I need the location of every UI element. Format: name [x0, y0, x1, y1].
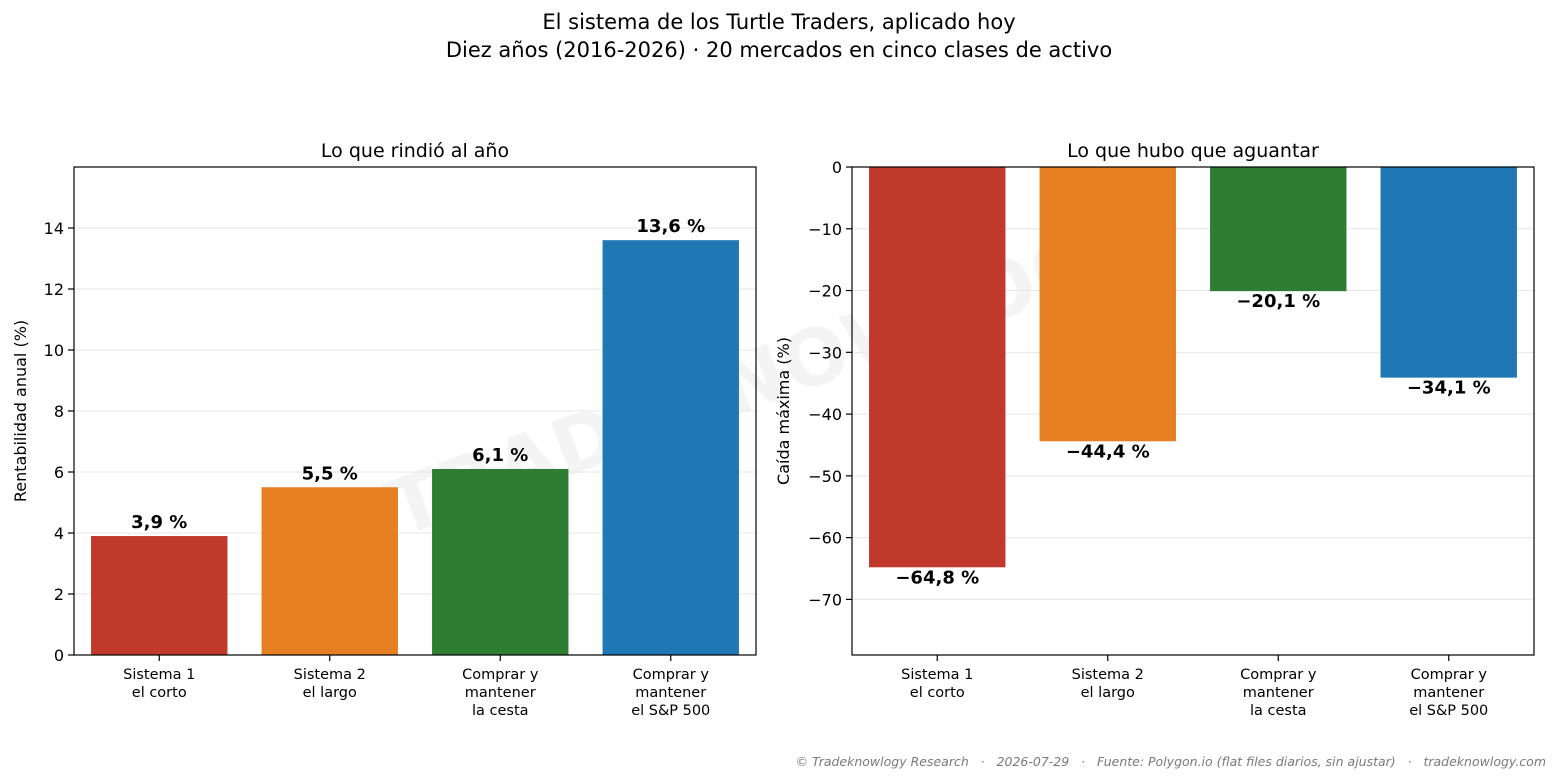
y-tick-label: −30: [808, 343, 842, 362]
y-tick-label: 12: [44, 280, 64, 299]
bar-value-label: −34,1 %: [1407, 378, 1491, 399]
bar: [1210, 167, 1347, 292]
y-axis-label: Caída máxima (%): [774, 337, 793, 485]
axes-frame: [851, 166, 1535, 656]
y-tick-label: 4: [54, 524, 64, 543]
x-tick-label: Sistema 1 el corto: [901, 667, 973, 701]
x-tick-label: Comprar y mantener el S&P 500: [1409, 667, 1488, 719]
y-tick-label: 10: [44, 341, 64, 360]
bar: [602, 240, 739, 655]
bar: [91, 536, 228, 655]
bar-value-label: 5,5 %: [302, 463, 358, 484]
bar: [1380, 167, 1517, 378]
bar: [1039, 167, 1176, 442]
y-tick-label: 8: [54, 402, 64, 421]
y-tick-label: 0: [832, 158, 842, 177]
y-tick-label: −50: [808, 467, 842, 486]
bar: [261, 487, 398, 655]
y-axis-label: Rentabilidad anual (%): [11, 320, 30, 502]
bar-value-label: 3,9 %: [131, 512, 187, 533]
footer-credits: © Tradeknowlogy Research · 2026-07-29 · …: [795, 754, 1546, 769]
y-tick-label: 0: [54, 646, 64, 665]
figure-title: El sistema de los Turtle Traders, aplica…: [542, 10, 1016, 34]
y-tick-label: 6: [54, 463, 64, 482]
y-tick-label: 14: [44, 219, 64, 238]
chart-title: Lo que rindió al año: [321, 140, 509, 162]
bar-value-label: 13,6 %: [636, 216, 705, 237]
bar-value-label: 6,1 %: [472, 445, 528, 466]
x-tick-label: Comprar y mantener la cesta: [462, 667, 539, 719]
figure-subtitle: Diez años (2016-2026) · 20 mercados en c…: [445, 38, 1113, 62]
bar-value-label: −20,1 %: [1236, 291, 1320, 312]
x-tick-label: Sistema 2 el largo: [1072, 667, 1144, 701]
chart-title: Lo que hubo que aguantar: [1067, 140, 1319, 162]
x-tick-label: Sistema 1 el corto: [123, 667, 195, 701]
bar: [432, 468, 569, 655]
bar-value-label: −44,4 %: [1066, 441, 1150, 462]
y-tick-label: 2: [54, 585, 64, 604]
y-tick-label: −60: [808, 529, 842, 548]
chart-panel-1: 3,9 % 5,5 % 6,1 % 13,6 % 0 2 4 6 8 10 12 14 Sistema …: [11, 140, 757, 719]
bar: [869, 167, 1006, 568]
y-tick-label: −70: [808, 590, 842, 609]
x-tick-label: Comprar y mantener el S&P 500: [631, 667, 710, 719]
y-tick-label: −10: [808, 220, 842, 239]
y-tick-label: −40: [808, 405, 842, 424]
bar-value-label: −64,8 %: [895, 567, 979, 588]
y-tick-label: −20: [808, 282, 842, 301]
x-tick-label: Comprar y mantener la cesta: [1240, 667, 1317, 719]
x-tick-label: Sistema 2 el largo: [294, 667, 366, 701]
chart-panel-2: −64,8 % −44,4 % −20,1 % −34,1 % 0 −10 −20 −30 −4…: [774, 140, 1535, 719]
